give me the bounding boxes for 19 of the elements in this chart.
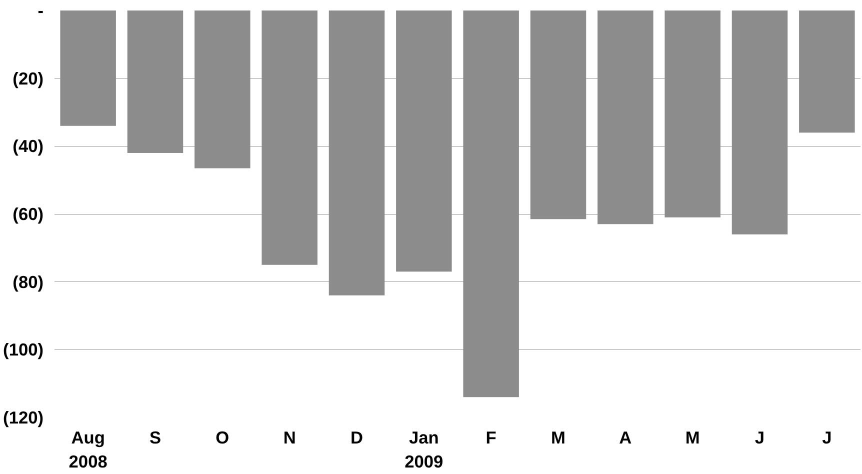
y-tick-label: (40) — [12, 136, 44, 156]
x-tick-label: M — [685, 428, 700, 448]
x-tick-label: S — [149, 428, 162, 448]
x-tick-label: J — [822, 428, 832, 448]
x-tick-label: O — [216, 428, 230, 448]
x-tick-label: D — [350, 428, 364, 448]
x-tick-label: N — [283, 428, 296, 448]
y-tick-label: (60) — [12, 204, 44, 224]
y-tick-label: (20) — [12, 68, 44, 88]
x-tick-label: Aug 2008 — [68, 428, 108, 472]
x-tick-label: A — [619, 428, 632, 448]
x-tick-label: M — [551, 428, 566, 448]
y-tick-label: (100) — [3, 340, 44, 360]
y-tick-label: (80) — [12, 272, 44, 292]
y-tick-label: (120) — [3, 408, 44, 428]
x-tick-label: Jan 2009 — [404, 428, 444, 472]
y-tick-label: - — [38, 0, 44, 20]
x-tick-label: F — [486, 428, 496, 448]
x-tick-label: J — [754, 428, 765, 448]
